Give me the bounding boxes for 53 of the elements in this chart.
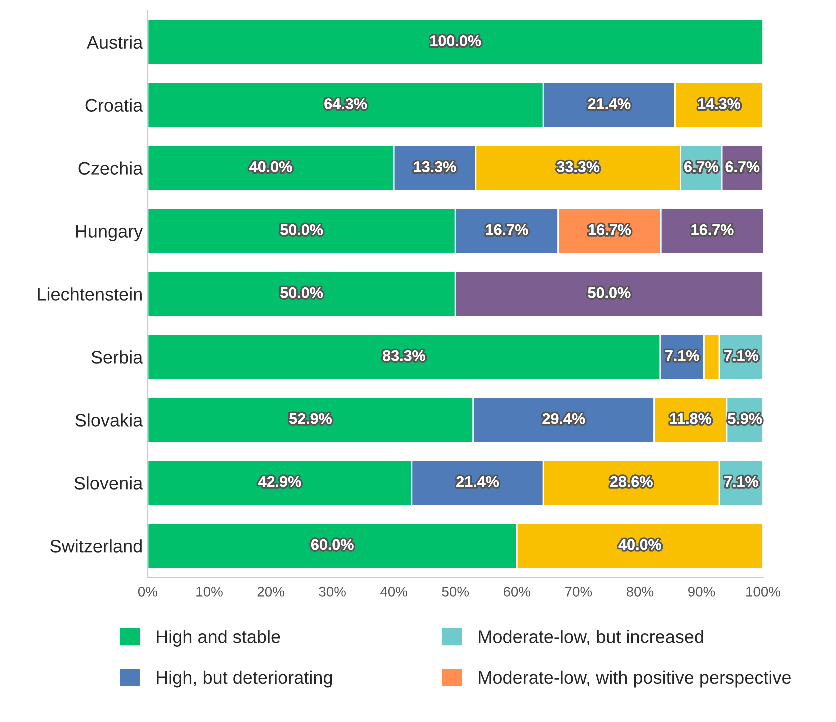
data-label: 50.0%	[280, 224, 324, 236]
x-tick-label: 0%	[138, 586, 158, 597]
data-label: 21.4%	[588, 98, 631, 110]
bar	[148, 18, 764, 66]
legend-label: Moderate-low, with positive perspective	[479, 670, 791, 688]
x-tick-label: 100%	[746, 586, 781, 597]
data-label: 16.7%	[589, 224, 632, 236]
legend-label: Moderate-low, but increased	[479, 630, 704, 646]
data-label: 7.1%	[724, 476, 758, 488]
data-label: 11.8%	[670, 413, 712, 424]
x-tick-label: 70%	[565, 586, 592, 597]
data-label: 40.0%	[618, 539, 662, 550]
data-label: 100.0%	[430, 36, 482, 46]
data-label: 60.0%	[311, 539, 354, 550]
y-tick-label: Hungary	[76, 225, 144, 242]
data-label: 21.4%	[456, 476, 500, 488]
data-label: 50.0%	[280, 288, 324, 298]
data-label: 14.3%	[698, 98, 741, 110]
data-label: 83.3%	[383, 350, 426, 362]
y-tick-label: Liechtenstein	[38, 288, 142, 301]
data-label: 50.0%	[588, 288, 631, 298]
y-tick-label: Czechia	[78, 162, 144, 175]
y-tick-label: Serbia	[92, 350, 144, 364]
y-tick-label: Slovakia	[76, 414, 144, 427]
data-label: 28.6%	[610, 476, 653, 488]
data-label: 42.9%	[258, 476, 302, 488]
data-label: 5.9%	[728, 413, 762, 424]
data-label: 16.7%	[486, 224, 528, 236]
x-tick-label: 20%	[258, 586, 284, 597]
data-label: 7.1%	[724, 350, 758, 362]
y-tick-label: Slovenia	[74, 476, 144, 490]
data-label: 29.4%	[542, 413, 586, 424]
x-tick-label: 40%	[380, 586, 408, 597]
y-tick-label: Austria	[86, 36, 144, 50]
x-tick-label: 50%	[442, 586, 470, 597]
data-label: 52.9%	[290, 413, 332, 424]
legend-label: High and stable	[157, 630, 280, 647]
data-label: 7.1%	[666, 350, 700, 362]
x-tick-label: 10%	[196, 586, 223, 597]
x-tick-label: 90%	[688, 586, 716, 597]
data-label: 13.3%	[414, 162, 456, 172]
data-label: 6.7%	[684, 162, 718, 172]
legend-label: High, but deteriorating	[157, 670, 332, 688]
data-label: 40.0%	[250, 162, 292, 172]
y-tick-label: Croatia	[86, 98, 144, 112]
data-label: 6.7%	[726, 162, 760, 172]
data-label: 16.7%	[692, 224, 734, 236]
data-label: 33.3%	[557, 162, 600, 172]
y-tick-label: Switzerland	[50, 540, 142, 553]
x-tick-label: 30%	[319, 586, 346, 597]
data-label: 64.3%	[324, 98, 368, 110]
x-tick-label: 80%	[626, 586, 654, 597]
x-tick-label: 60%	[504, 586, 531, 597]
